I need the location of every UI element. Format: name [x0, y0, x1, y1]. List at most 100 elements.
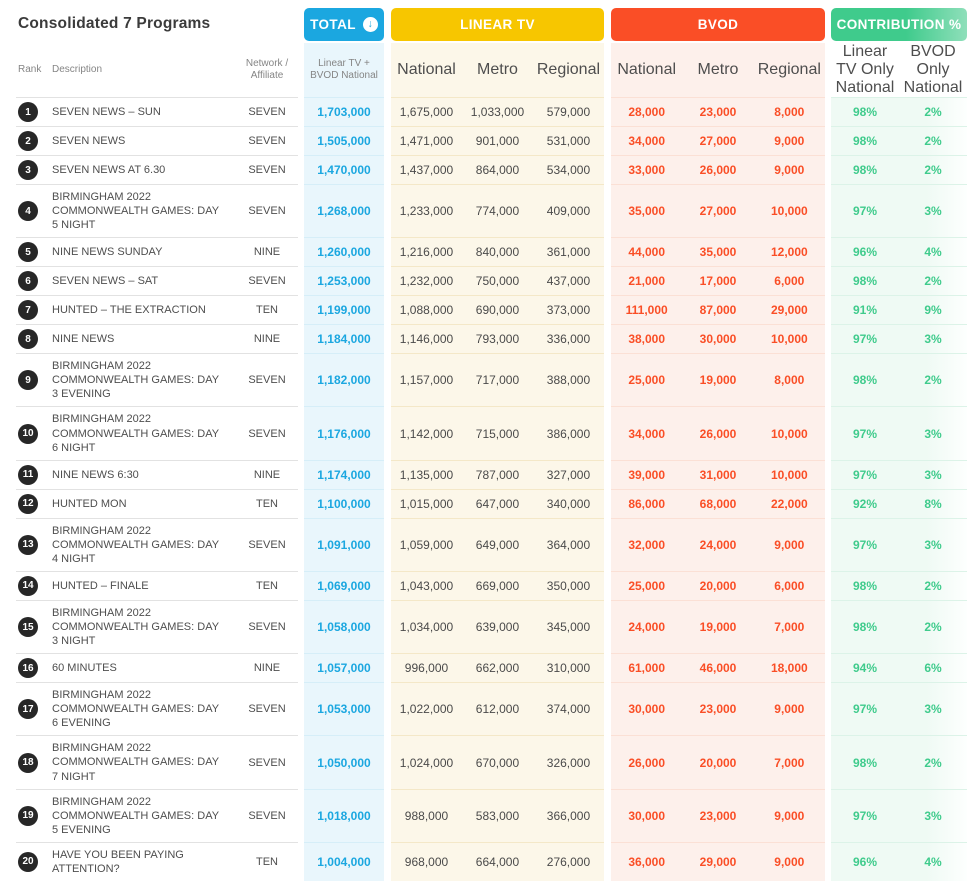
linear-national-value: 1,135,000 — [399, 467, 454, 482]
linear-national-value: 1,034,000 — [399, 620, 454, 635]
contribution-column-header[interactable]: CONTRIBUTION % — [831, 7, 967, 41]
network-affiliate: SEVEN — [236, 155, 298, 184]
contribution-bvod-label: BVOD Only National — [903, 43, 963, 96]
bvod-regional-value: 7,000 — [774, 755, 805, 770]
network-affiliate: SEVEN — [236, 735, 298, 788]
linear-metro-value: 649,000 — [475, 537, 520, 552]
table-row: 14 HUNTED – FINALE TEN 1,069,000 1,043,0… — [16, 570, 970, 600]
sort-descending-icon[interactable]: ↓ — [362, 16, 378, 32]
sub-header-row: Rank Description Network / Affiliate Lin… — [16, 43, 970, 97]
contribution-bvod-value: 3% — [924, 426, 942, 441]
network-affiliate: SEVEN — [236, 184, 298, 237]
rank-badge: 3 — [18, 160, 38, 180]
bvod-national-value: 38,000 — [628, 332, 666, 347]
linear-national-value: 988,000 — [404, 808, 449, 823]
bvod-regional-value: 8,000 — [774, 105, 805, 119]
bvod-metro-value: 27,000 — [699, 204, 737, 219]
network-affiliate: SEVEN — [236, 599, 298, 653]
linear-national-value: 1,675,000 — [399, 105, 454, 119]
linear-national-label: National — [397, 61, 456, 78]
program-description: BIRMINGHAM 2022 COMMONWEALTH GAMES: DAY … — [52, 413, 219, 454]
table-row: 13 BIRMINGHAM 2022 COMMONWEALTH GAMES: D… — [16, 517, 970, 571]
rank-badge: 11 — [18, 464, 38, 485]
linear-metro-value: 750,000 — [475, 274, 520, 289]
bvod-regional-value: 10,000 — [770, 426, 808, 441]
network-affiliate: SEVEN — [236, 406, 298, 459]
bvod-regional-value: 9,000 — [774, 854, 805, 869]
bvod-regional-value: 9,000 — [774, 702, 805, 717]
linear-regional-value: 327,000 — [546, 467, 591, 482]
total-column-header[interactable]: TOTAL ↓ — [304, 7, 384, 41]
bvod-regional-value: 9,000 — [774, 163, 805, 177]
bvod-column-header[interactable]: BVOD — [611, 7, 825, 41]
table-row: 17 BIRMINGHAM 2022 COMMONWEALTH GAMES: D… — [16, 682, 970, 736]
bvod-metro-value: 19,000 — [699, 620, 737, 635]
linear-tv-column-header[interactable]: LINEAR TV — [391, 7, 604, 41]
bvod-national-value: 25,000 — [628, 578, 666, 593]
contribution-linear-value: 98% — [852, 373, 878, 388]
program-description: NINE NEWS SUNDAY — [52, 246, 163, 259]
linear-national-value: 996,000 — [404, 661, 449, 676]
page-title: Consolidated 7 Programs — [18, 15, 211, 32]
total-national-value: 1,182,000 — [304, 353, 384, 407]
table-row: 3 SEVEN NEWS AT 6.30 SEVEN 1,470,000 1,4… — [16, 155, 970, 184]
rank-badge: 19 — [18, 805, 38, 826]
linear-national-value: 1,216,000 — [399, 245, 454, 260]
table-row: 15 BIRMINGHAM 2022 COMMONWEALTH GAMES: D… — [16, 599, 970, 654]
network-affiliate: TEN — [236, 488, 298, 518]
linear-regional-value: 409,000 — [546, 204, 591, 219]
linear-national-value: 1,024,000 — [399, 755, 454, 770]
bvod-national-value: 36,000 — [628, 854, 666, 869]
table-row: 2 SEVEN NEWS SEVEN 1,505,000 1,471,000 9… — [16, 126, 970, 155]
network-affiliate: NINE — [236, 459, 298, 489]
contribution-column-label: CONTRIBUTION % — [836, 16, 962, 32]
linear-national-value: 1,088,000 — [399, 303, 454, 318]
bvod-national-value: 34,000 — [628, 426, 666, 441]
linear-national-value: 1,146,000 — [399, 332, 454, 347]
linear-regional-value: 388,000 — [546, 373, 591, 388]
bvod-metro-value: 29,000 — [699, 854, 737, 869]
bvod-national-value: 30,000 — [628, 808, 666, 823]
linear-regional-value: 336,000 — [546, 332, 591, 347]
linear-tv-sub-labels: National Metro Regional — [391, 43, 604, 97]
linear-regional-value: 374,000 — [546, 702, 591, 717]
contribution-linear-value: 98% — [852, 134, 878, 148]
bvod-regional-value: 10,000 — [770, 467, 808, 482]
linear-national-value: 1,471,000 — [399, 134, 454, 148]
contribution-linear-value: 98% — [852, 755, 878, 770]
linear-metro-value: 647,000 — [475, 496, 520, 511]
total-national-value: 1,069,000 — [304, 570, 384, 600]
linear-national-value: 968,000 — [404, 854, 449, 869]
total-national-value: 1,050,000 — [304, 735, 384, 789]
program-description: SEVEN NEWS – SUN — [52, 105, 161, 118]
contribution-linear-value: 97% — [852, 467, 878, 482]
total-national-value: 1,100,000 — [304, 488, 384, 518]
bvod-metro-value: 26,000 — [699, 426, 737, 441]
network-affiliate: SEVEN — [236, 517, 298, 571]
bvod-national-value: 34,000 — [628, 134, 666, 148]
linear-tv-column-label: LINEAR TV — [460, 16, 535, 32]
linear-regional-value: 579,000 — [546, 105, 591, 119]
linear-metro-value: 664,000 — [475, 854, 520, 869]
bvod-metro-label: Metro — [697, 61, 739, 78]
contribution-linear-value: 98% — [852, 578, 878, 593]
linear-metro-value: 670,000 — [475, 755, 520, 770]
bvod-national-value: 44,000 — [628, 245, 666, 260]
table-row: 8 NINE NEWS NINE 1,184,000 1,146,000 793… — [16, 324, 970, 354]
bvod-national-value: 21,000 — [628, 274, 666, 289]
rank-badge: 5 — [18, 242, 38, 263]
contribution-linear-value: 97% — [852, 702, 878, 717]
linear-regional-value: 350,000 — [546, 578, 591, 593]
program-description: NINE NEWS 6:30 — [52, 468, 139, 481]
program-description: 60 MINUTES — [52, 662, 117, 675]
linear-metro-value: 787,000 — [475, 467, 520, 482]
bvod-regional-value: 7,000 — [774, 620, 805, 635]
bvod-metro-value: 26,000 — [699, 163, 737, 177]
bvod-metro-value: 20,000 — [699, 578, 737, 593]
bvod-national-value: 86,000 — [628, 496, 666, 511]
program-description: BIRMINGHAM 2022 COMMONWEALTH GAMES: DAY … — [52, 191, 219, 232]
rank-badge: 1 — [18, 102, 38, 122]
table-row: 1 SEVEN NEWS – SUN SEVEN 1,703,000 1,675… — [16, 97, 970, 126]
linear-regional-value: 276,000 — [546, 854, 591, 869]
